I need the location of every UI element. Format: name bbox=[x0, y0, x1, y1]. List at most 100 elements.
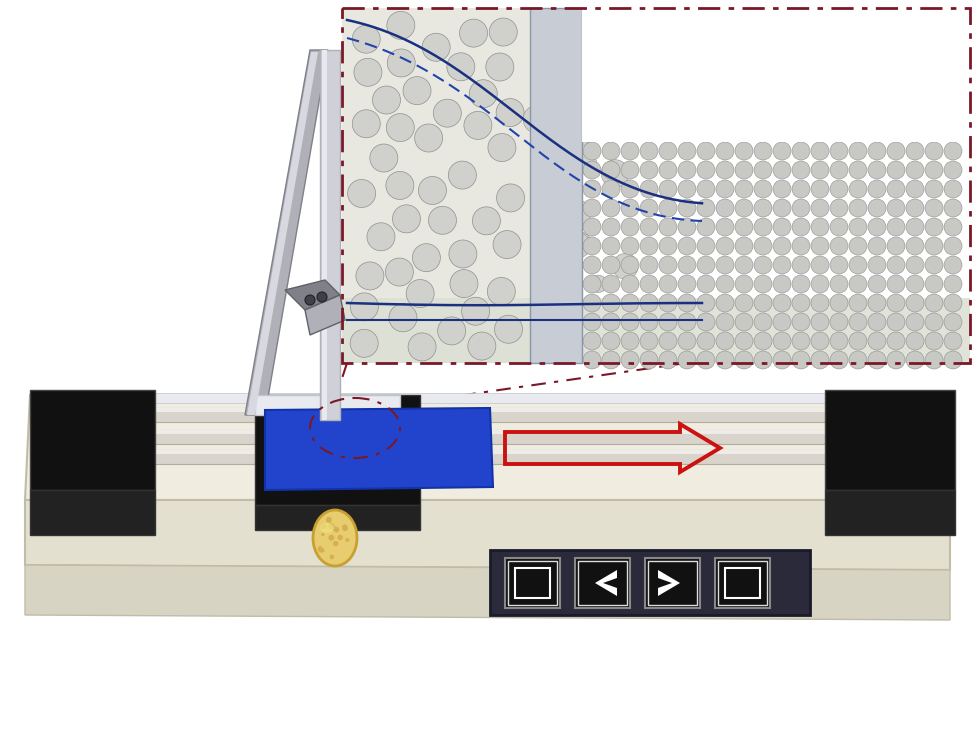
Circle shape bbox=[567, 201, 591, 225]
Circle shape bbox=[659, 142, 677, 160]
Circle shape bbox=[318, 548, 323, 553]
Circle shape bbox=[415, 124, 443, 152]
Circle shape bbox=[887, 351, 905, 369]
Circle shape bbox=[811, 237, 829, 255]
Polygon shape bbox=[255, 505, 420, 530]
Circle shape bbox=[773, 313, 791, 331]
Polygon shape bbox=[265, 408, 493, 490]
Bar bbox=[725, 568, 760, 598]
Circle shape bbox=[583, 294, 601, 312]
Circle shape bbox=[659, 237, 677, 255]
Circle shape bbox=[342, 525, 347, 529]
Circle shape bbox=[735, 275, 753, 293]
Circle shape bbox=[386, 114, 415, 142]
Circle shape bbox=[773, 161, 791, 179]
Circle shape bbox=[487, 278, 515, 306]
Circle shape bbox=[460, 19, 487, 47]
Circle shape bbox=[322, 525, 326, 529]
Bar bbox=[648, 561, 697, 605]
Circle shape bbox=[621, 180, 639, 198]
Circle shape bbox=[418, 177, 447, 205]
Bar bbox=[342, 8, 970, 363]
Circle shape bbox=[342, 525, 348, 531]
Circle shape bbox=[811, 199, 829, 217]
Circle shape bbox=[811, 294, 829, 312]
Circle shape bbox=[621, 294, 639, 312]
Circle shape bbox=[830, 180, 848, 198]
Circle shape bbox=[887, 275, 905, 293]
Circle shape bbox=[640, 294, 658, 312]
Circle shape bbox=[773, 294, 791, 312]
Circle shape bbox=[830, 237, 848, 255]
Circle shape bbox=[792, 332, 810, 350]
Circle shape bbox=[811, 275, 829, 293]
Polygon shape bbox=[40, 408, 870, 422]
Circle shape bbox=[944, 351, 962, 369]
Circle shape bbox=[386, 171, 414, 200]
Circle shape bbox=[413, 243, 440, 272]
Polygon shape bbox=[825, 490, 955, 535]
Circle shape bbox=[581, 95, 604, 117]
Circle shape bbox=[868, 294, 886, 312]
Bar bbox=[342, 8, 970, 363]
Circle shape bbox=[354, 59, 382, 86]
Circle shape bbox=[773, 237, 791, 255]
Circle shape bbox=[830, 332, 848, 350]
Circle shape bbox=[849, 332, 867, 350]
Circle shape bbox=[576, 85, 593, 101]
Circle shape bbox=[716, 332, 734, 350]
Circle shape bbox=[372, 86, 401, 114]
Circle shape bbox=[602, 199, 620, 217]
Circle shape bbox=[640, 142, 658, 160]
Circle shape bbox=[773, 351, 791, 369]
Circle shape bbox=[640, 275, 658, 293]
Circle shape bbox=[906, 218, 924, 236]
Circle shape bbox=[906, 275, 924, 293]
Circle shape bbox=[925, 313, 943, 331]
Circle shape bbox=[792, 256, 810, 274]
Polygon shape bbox=[658, 570, 680, 596]
Circle shape bbox=[906, 237, 924, 255]
Circle shape bbox=[944, 161, 962, 179]
Circle shape bbox=[433, 99, 462, 127]
Circle shape bbox=[811, 332, 829, 350]
Bar bbox=[342, 8, 530, 363]
Circle shape bbox=[830, 351, 848, 369]
Polygon shape bbox=[30, 390, 155, 490]
Circle shape bbox=[944, 275, 962, 293]
Circle shape bbox=[569, 232, 591, 254]
Circle shape bbox=[906, 332, 924, 350]
Bar bbox=[320, 50, 340, 420]
Bar bbox=[582, 8, 970, 363]
Circle shape bbox=[621, 142, 639, 160]
Circle shape bbox=[488, 134, 515, 162]
Circle shape bbox=[555, 268, 574, 287]
Circle shape bbox=[849, 180, 867, 198]
Circle shape bbox=[887, 180, 905, 198]
Circle shape bbox=[830, 161, 848, 179]
Circle shape bbox=[602, 294, 620, 312]
Circle shape bbox=[830, 275, 848, 293]
Circle shape bbox=[925, 218, 943, 236]
Circle shape bbox=[523, 105, 551, 134]
Circle shape bbox=[602, 160, 629, 188]
Circle shape bbox=[792, 313, 810, 331]
Circle shape bbox=[925, 237, 943, 255]
Bar bbox=[322, 50, 327, 420]
Circle shape bbox=[581, 126, 598, 142]
Circle shape bbox=[659, 313, 677, 331]
Circle shape bbox=[559, 182, 583, 206]
Bar bbox=[515, 568, 550, 598]
Circle shape bbox=[564, 233, 590, 258]
Circle shape bbox=[422, 33, 450, 62]
Circle shape bbox=[659, 294, 677, 312]
Circle shape bbox=[659, 218, 677, 236]
Circle shape bbox=[496, 99, 524, 127]
Circle shape bbox=[602, 256, 620, 274]
Circle shape bbox=[887, 294, 905, 312]
Bar bbox=[718, 561, 767, 605]
Circle shape bbox=[450, 269, 478, 298]
Circle shape bbox=[754, 294, 772, 312]
Circle shape bbox=[583, 142, 601, 160]
Circle shape bbox=[534, 220, 551, 237]
